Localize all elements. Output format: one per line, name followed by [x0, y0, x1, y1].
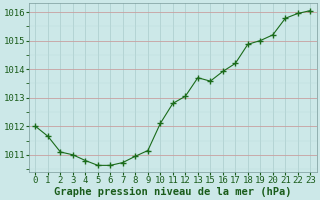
X-axis label: Graphe pression niveau de la mer (hPa): Graphe pression niveau de la mer (hPa) [54, 186, 292, 197]
